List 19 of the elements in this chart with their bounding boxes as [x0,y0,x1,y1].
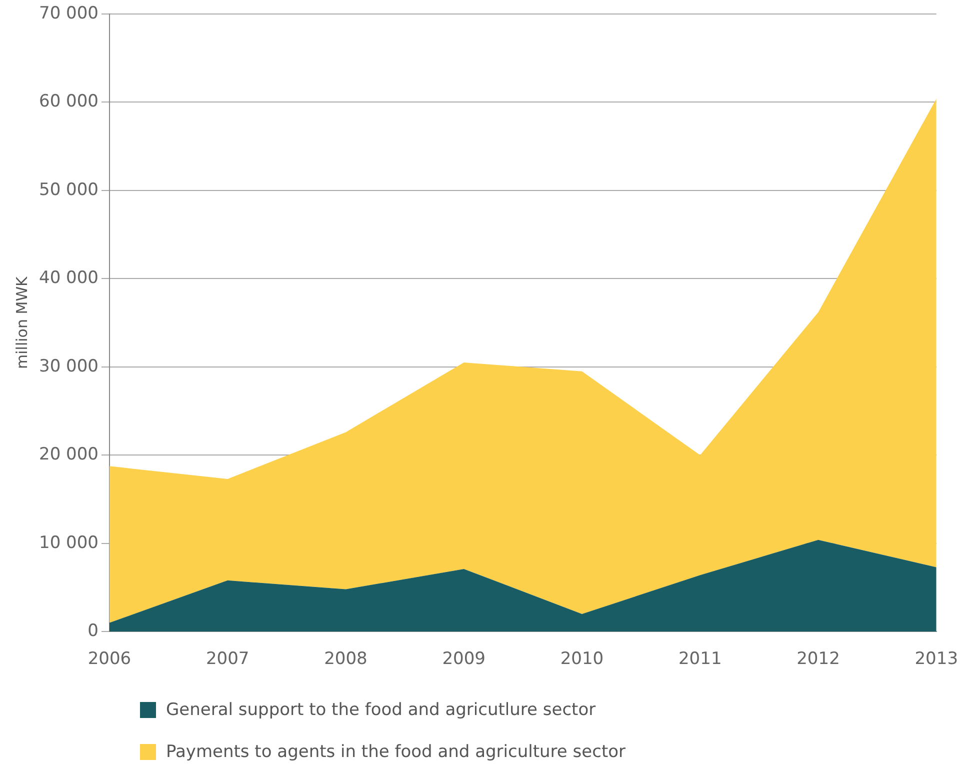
x-tick-label: 2006 [88,649,132,670]
x-tick-label: 2007 [206,649,250,670]
y-tick-label: 70 000 [39,3,98,24]
y-tick-label: 20 000 [39,444,98,465]
x-tick-label: 2013 [914,649,958,670]
y-axis-title: million MWK [12,275,31,369]
y-tick-label: 40 000 [39,268,98,288]
y-tick-label: 10 000 [39,532,98,553]
x-tick-label: 2010 [560,649,604,670]
x-tick-label: 2009 [442,649,486,670]
y-tick-label: 0 [88,621,98,642]
legend-label: Payments to agents in the food and agriculture sector [166,742,626,762]
y-tick-label: 30 000 [39,356,98,376]
legend-label: General support to the food and agricutlure sector [166,700,596,720]
x-tick-label: 2012 [796,649,840,670]
y-tick-label: 50 000 [39,180,98,200]
x-tick-label: 2008 [324,649,368,670]
x-tick-label: 2011 [678,649,722,670]
y-tick-label: 60 000 [39,92,98,112]
